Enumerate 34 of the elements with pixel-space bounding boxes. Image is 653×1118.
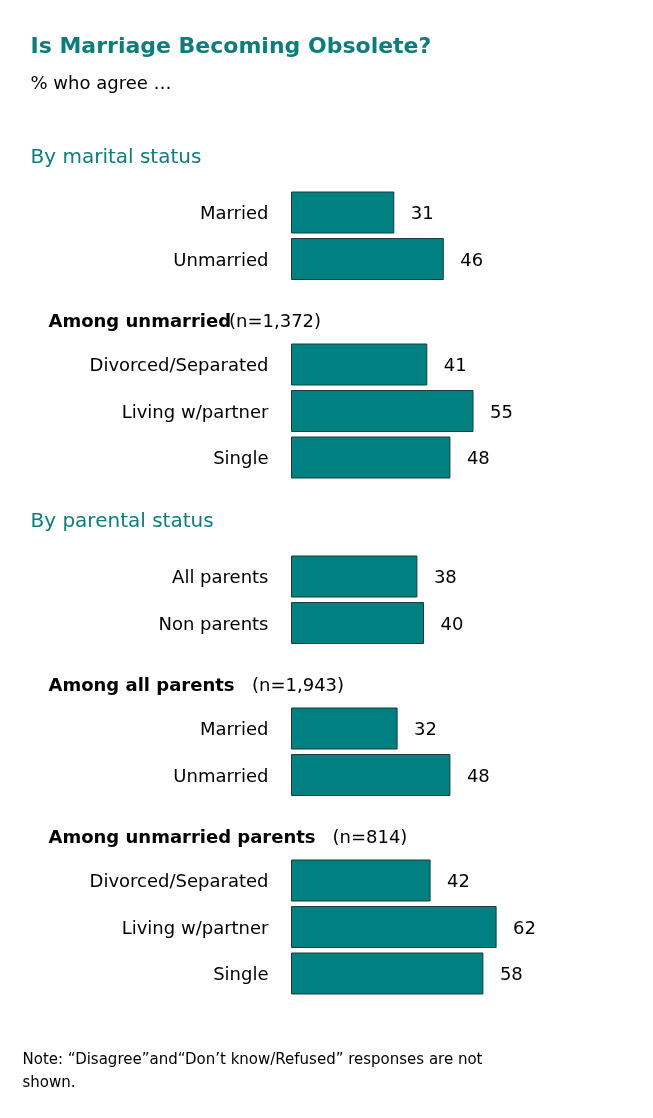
data-label: 62 <box>513 916 537 938</box>
chart-title: Among unmarried parents <box>48 826 316 847</box>
data-label: 46 <box>460 248 484 270</box>
y-tick-label: Divorced/Separated <box>89 354 269 375</box>
chart-subtitle: (n=1,943) <box>252 674 345 695</box>
text: % who agree … <box>30 72 172 93</box>
y-tick-label: Unmarried <box>173 248 269 270</box>
text: Is Marriage Becoming Obsolete? <box>30 33 432 58</box>
text: By parental status <box>30 507 214 532</box>
data-label: 48 <box>466 447 490 468</box>
text: Note: “Disagree”and“Don’t know/Refused” responses are not shown. <box>22 1049 483 1091</box>
y-tick-label: Single <box>213 447 269 468</box>
y-tick-label: Married <box>199 202 269 223</box>
y-tick-label: Non parents <box>158 612 269 634</box>
data-label: 40 <box>440 612 464 634</box>
y-tick-label: Living w/partner <box>121 400 270 422</box>
y-tick-label: Married <box>199 718 269 739</box>
data-label: 58 <box>499 963 523 984</box>
y-tick-label: Living w/partner <box>121 916 270 938</box>
data-label: 32 <box>414 718 438 739</box>
text: By marital status <box>30 143 202 168</box>
y-tick-label: Divorced/Separated <box>89 870 269 891</box>
y-tick-label: Single <box>213 963 269 984</box>
y-tick-label: Unmarried <box>173 764 269 786</box>
y-tick-label: All parents <box>172 566 269 587</box>
chart-subtitle: (n=1,372) <box>229 310 322 331</box>
data-label: 48 <box>466 764 490 786</box>
data-label: 41 <box>443 354 467 375</box>
data-label: 55 <box>490 400 513 422</box>
text: Among all parents <box>48 674 235 695</box>
chart-subtitle: (n=814) <box>332 826 408 847</box>
data-label: 42 <box>447 870 471 891</box>
data-label: 38 <box>433 566 457 587</box>
data-label: 31 <box>410 202 434 223</box>
